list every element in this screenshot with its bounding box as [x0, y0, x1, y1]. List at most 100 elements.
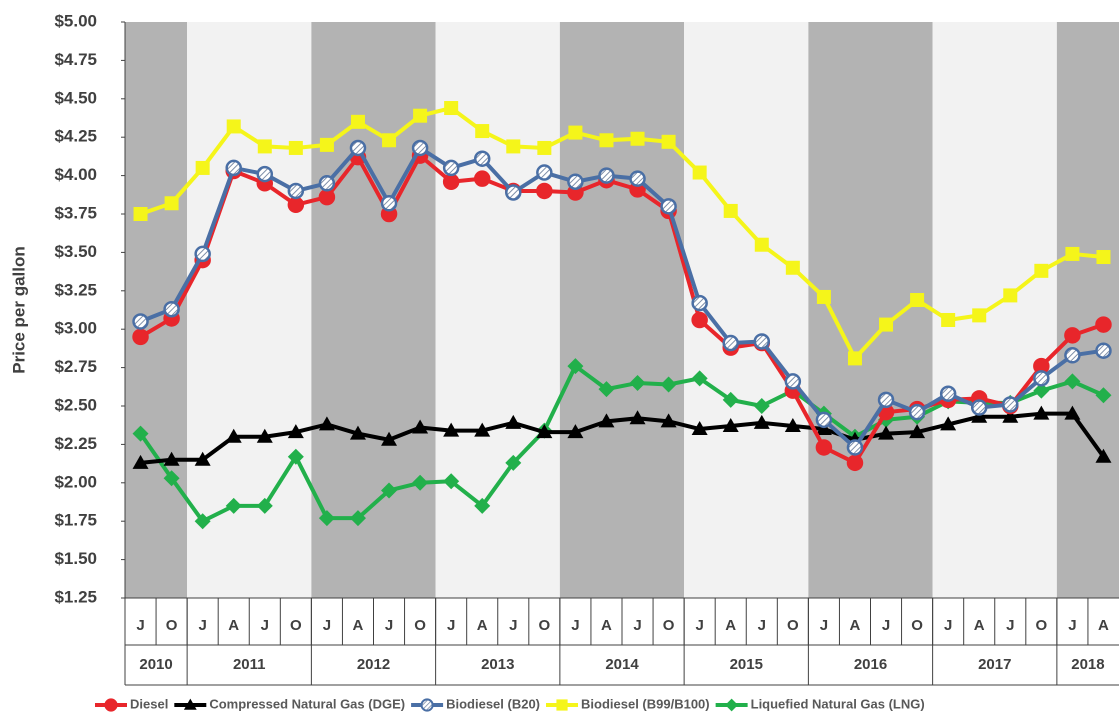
- marker: [104, 698, 118, 712]
- marker: [473, 170, 491, 187]
- marker: [879, 317, 894, 332]
- marker: [940, 416, 957, 431]
- marker: [878, 425, 895, 440]
- marker: [1033, 382, 1050, 399]
- legend-label: Liquefied Natural Gas (LNG): [751, 696, 925, 711]
- y-tick-label: $4.75: [54, 50, 97, 69]
- marker: [660, 376, 677, 393]
- marker: [910, 293, 925, 308]
- marker: [598, 381, 615, 398]
- marker: [784, 373, 802, 390]
- year-band: [559, 22, 685, 598]
- y-tick-label: $1.75: [54, 511, 97, 530]
- marker: [815, 439, 833, 456]
- x-tick-label: O: [414, 617, 426, 634]
- marker: [909, 424, 926, 439]
- marker: [133, 207, 148, 221]
- x-tick-label: O: [539, 617, 551, 634]
- marker: [629, 410, 646, 425]
- marker: [846, 454, 864, 472]
- marker: [194, 451, 211, 466]
- x-tick-label: O: [290, 617, 302, 634]
- year-band: [311, 22, 436, 598]
- marker: [287, 448, 304, 465]
- marker: [1096, 250, 1111, 265]
- marker: [1002, 396, 1019, 413]
- marker: [598, 167, 615, 184]
- y-tick-label: $4.50: [54, 88, 97, 107]
- marker: [349, 139, 367, 157]
- x-tick-label: J: [758, 617, 766, 634]
- marker: [536, 424, 553, 439]
- marker: [413, 108, 428, 123]
- marker: [660, 198, 677, 215]
- marker: [567, 173, 584, 190]
- year-label: 2017: [978, 656, 1011, 673]
- marker: [505, 454, 522, 471]
- x-tick-label: J: [198, 617, 206, 634]
- marker: [475, 124, 490, 139]
- legend-label: Biodiesel (B99/B100): [581, 696, 710, 711]
- marker: [753, 333, 771, 350]
- y-tick-label: $4.25: [54, 127, 97, 146]
- year-label: 2010: [139, 656, 172, 673]
- x-tick-label: O: [663, 617, 675, 634]
- y-tick-label: $5.00: [54, 11, 97, 30]
- marker: [1064, 405, 1081, 420]
- marker: [132, 313, 149, 330]
- marker: [692, 165, 707, 180]
- marker: [132, 328, 149, 346]
- x-tick-label: O: [1036, 617, 1048, 634]
- marker: [256, 428, 273, 443]
- marker: [722, 417, 739, 432]
- marker: [941, 312, 956, 327]
- year-band: [1056, 22, 1119, 598]
- marker: [754, 237, 769, 252]
- marker: [412, 474, 429, 491]
- marker: [722, 334, 739, 352]
- year-label: 2012: [357, 656, 390, 673]
- year-label: 2016: [854, 656, 887, 673]
- year-band: [435, 22, 560, 598]
- marker: [847, 351, 862, 366]
- marker: [536, 164, 553, 181]
- marker: [132, 454, 149, 469]
- x-tick-label: J: [261, 617, 269, 634]
- x-tick-label: J: [882, 617, 890, 634]
- marker: [287, 424, 304, 439]
- x-tick-label: J: [136, 617, 144, 634]
- marker: [1003, 288, 1018, 303]
- x-tick-label: J: [820, 617, 828, 634]
- y-tick-label: $4.00: [54, 165, 97, 184]
- marker: [380, 194, 398, 212]
- marker: [722, 391, 739, 408]
- marker: [691, 294, 708, 312]
- marker: [599, 133, 614, 148]
- marker: [226, 119, 241, 134]
- marker: [420, 698, 434, 712]
- marker: [287, 196, 305, 214]
- marker: [382, 133, 397, 148]
- marker: [1095, 448, 1112, 463]
- y-tick-label: $3.50: [54, 242, 97, 261]
- marker: [556, 699, 568, 711]
- marker: [318, 416, 335, 431]
- marker: [473, 150, 491, 167]
- year-band: [808, 22, 933, 598]
- marker: [506, 139, 521, 154]
- marker: [1065, 246, 1080, 261]
- marker: [784, 417, 801, 432]
- marker: [1033, 370, 1050, 387]
- x-tick-label: A: [850, 617, 861, 634]
- marker: [163, 300, 180, 318]
- y-tick-label: $2.50: [54, 395, 97, 414]
- marker: [164, 196, 179, 211]
- y-tick-label: $2.25: [54, 434, 97, 453]
- marker: [536, 182, 553, 200]
- marker: [287, 182, 305, 200]
- marker: [972, 308, 987, 323]
- marker: [753, 398, 770, 414]
- marker: [660, 413, 677, 428]
- marker: [411, 139, 429, 157]
